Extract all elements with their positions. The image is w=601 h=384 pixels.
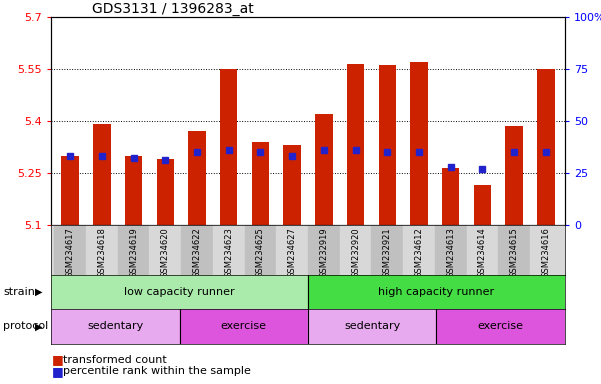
Text: GSM232921: GSM232921 [383,227,392,278]
Text: GSM234625: GSM234625 [256,227,265,278]
Text: GSM232920: GSM232920 [351,227,360,278]
Bar [156,159,174,225]
Bar [276,225,308,275]
Text: ■: ■ [52,365,64,378]
Text: transformed count: transformed count [63,355,167,365]
Text: GSM234618: GSM234618 [97,227,106,278]
Bar [61,156,79,225]
Text: high capacity runner: high capacity runner [379,287,495,297]
Bar [530,225,562,275]
Bar [180,309,308,344]
Text: sedentary: sedentary [87,321,144,331]
Bar [118,225,150,275]
Text: GSM234617: GSM234617 [66,227,75,278]
Bar [403,225,435,275]
Bar [442,167,460,225]
Bar [308,225,340,275]
Bar [245,225,276,275]
Bar [315,114,332,225]
Bar [188,131,206,225]
Text: sedentary: sedentary [344,321,400,331]
Bar [537,69,555,225]
Text: ▶: ▶ [35,287,43,297]
Bar [436,309,565,344]
Text: ▶: ▶ [35,321,43,331]
Text: GDS3131 / 1396283_at: GDS3131 / 1396283_at [92,2,254,16]
Bar [51,275,308,309]
Bar [498,225,530,275]
Bar [340,225,371,275]
Bar [474,185,491,225]
Bar [252,142,269,225]
Bar [213,225,245,275]
Bar [371,225,403,275]
Text: ■: ■ [52,353,64,366]
Text: GSM234614: GSM234614 [478,227,487,278]
Text: low capacity runner: low capacity runner [124,287,235,297]
Text: GSM234620: GSM234620 [161,227,169,278]
Text: strain: strain [3,287,35,297]
Bar [505,126,523,225]
Text: GSM234619: GSM234619 [129,227,138,278]
Text: exercise: exercise [478,321,523,331]
Bar [410,61,428,225]
Text: percentile rank within the sample: percentile rank within the sample [63,366,251,376]
Text: GSM232919: GSM232919 [319,227,328,278]
Bar [86,225,118,275]
Text: GSM234627: GSM234627 [288,227,297,278]
Text: GSM234616: GSM234616 [542,227,551,278]
Text: GSM234613: GSM234613 [447,227,455,278]
Bar [93,124,111,225]
Text: protocol: protocol [3,321,48,331]
Text: exercise: exercise [221,321,267,331]
Bar [379,65,396,225]
Bar [181,225,213,275]
Bar [308,275,565,309]
Bar [308,309,436,344]
Bar [51,309,180,344]
Bar [347,64,364,225]
Bar [284,145,301,225]
Text: GSM234622: GSM234622 [192,227,201,278]
Bar [150,225,181,275]
Bar [220,69,237,225]
Text: GSM234623: GSM234623 [224,227,233,278]
Bar [54,225,86,275]
Bar [435,225,466,275]
Bar [125,156,142,225]
Text: GSM234615: GSM234615 [510,227,519,278]
Text: GSM234612: GSM234612 [415,227,424,278]
Bar [466,225,498,275]
